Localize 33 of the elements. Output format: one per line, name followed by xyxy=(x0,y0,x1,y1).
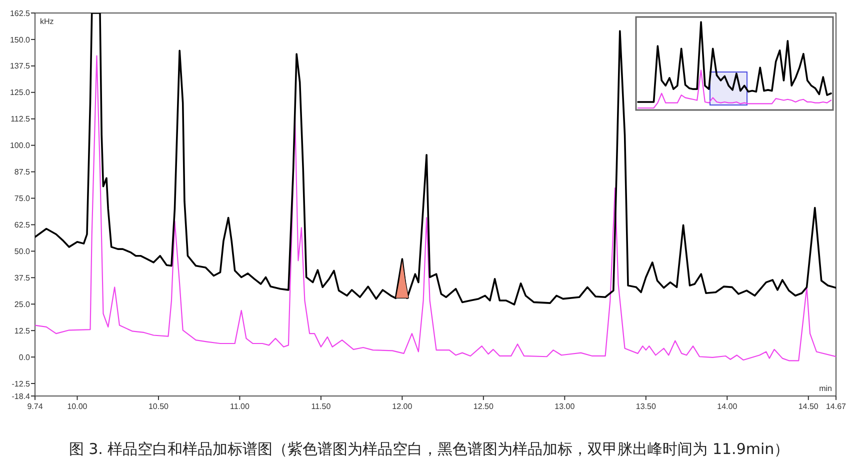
y-tick-label: 100.0 xyxy=(10,141,31,150)
x-tick-label: 11.50 xyxy=(311,402,332,411)
y-tick-label: 150.0 xyxy=(10,35,31,44)
x-tick-label: 12.00 xyxy=(392,402,413,411)
x-tick-label: 14.50 xyxy=(798,402,819,411)
line-series xyxy=(35,55,836,362)
x-tick-label: 13.00 xyxy=(554,402,576,411)
caption: 图 3. 样品空白和样品加标谱图（紫色谱图为样品空白，黑色谱图为样品加标，双甲脒出峰时间为 11.9min） xyxy=(68,440,790,458)
x-tick-label: 10.50 xyxy=(148,402,170,411)
y-tick-label: 112.5 xyxy=(10,114,31,124)
y-tick-label: 37.5 xyxy=(14,273,31,282)
y-tick-label: -12.5 xyxy=(12,379,31,388)
x-tick-label: 13.50 xyxy=(636,402,656,411)
x-tick-label: 11.00 xyxy=(230,402,250,411)
y-tick-label: 25.0 xyxy=(14,300,31,309)
y-tick-label: 87.5 xyxy=(14,168,31,177)
y-tick-label: 12.5 xyxy=(14,326,31,336)
x-tick-label: 10.00 xyxy=(67,402,88,411)
y-tick-label: -18.4 xyxy=(12,392,31,401)
y-tick-label: 137.5 xyxy=(10,62,31,71)
y-tick-label: 50.0 xyxy=(14,246,31,256)
x-axis-title: min xyxy=(819,384,832,393)
x-tick-label: 9.74 xyxy=(27,402,44,411)
y-tick-label: 125.0 xyxy=(10,88,31,98)
x-tick-label: 14.67 xyxy=(826,402,847,411)
x-tick-label: 14.00 xyxy=(717,402,738,411)
y-tick-label: 62.5 xyxy=(14,220,31,230)
y-tick-label: 162.5 xyxy=(10,8,31,18)
y-tick-label: 75.0 xyxy=(14,194,31,204)
y-tick-label: 0.0 xyxy=(18,352,31,362)
line-series xyxy=(35,13,836,306)
x-tick-label: 12.50 xyxy=(473,402,494,411)
y-axis-title: kHz xyxy=(40,17,54,26)
